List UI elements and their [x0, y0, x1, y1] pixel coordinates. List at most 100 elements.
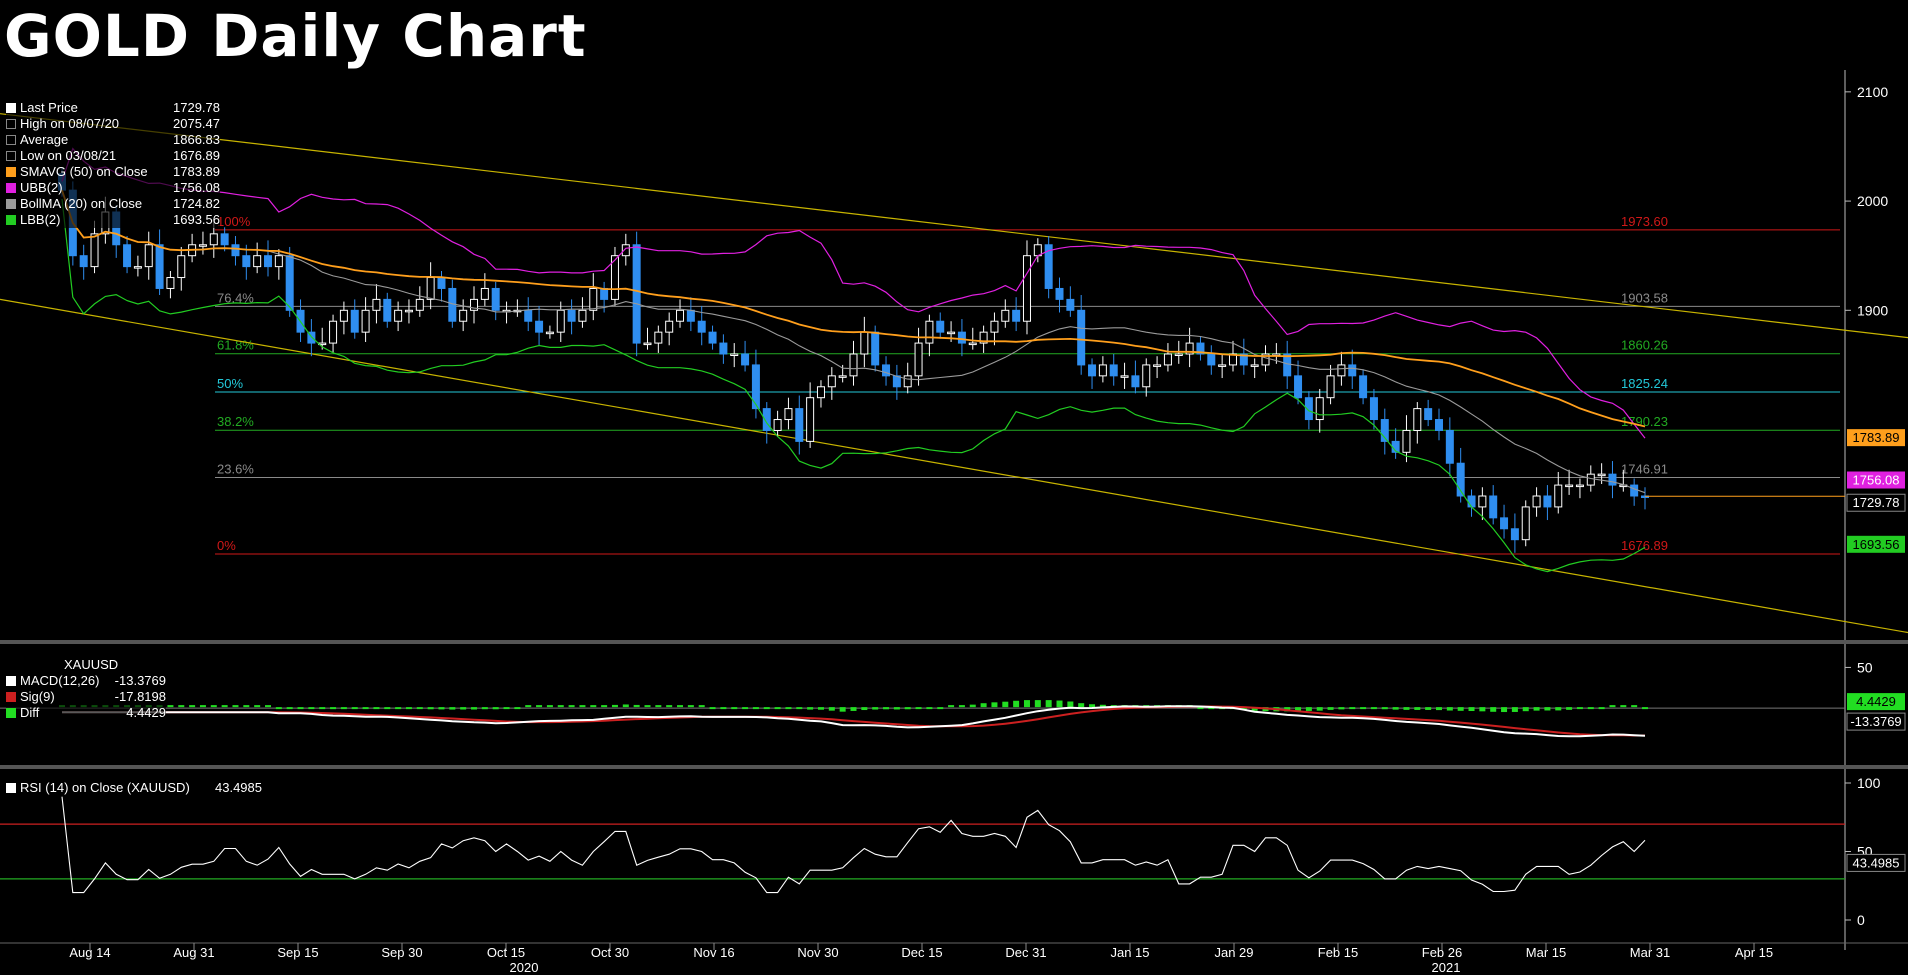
candle-body — [90, 233, 99, 268]
candle-body — [383, 298, 392, 322]
macd-diff-bar — [525, 705, 532, 708]
badge-bg — [1846, 712, 1906, 731]
macd-diff-bar — [254, 705, 261, 708]
macd-diff-bar — [557, 705, 564, 708]
year-label: 2020 — [510, 960, 539, 975]
rsi-legend-value: 43.4985 — [215, 780, 262, 795]
main-legend-value: 1676.89 — [173, 148, 220, 163]
macd-diff-bar — [633, 704, 640, 708]
candle-body — [1402, 429, 1411, 453]
main-legend-label: BollMA (20) on Close — [20, 196, 143, 211]
candle-body — [1174, 353, 1183, 356]
candle-body — [1424, 408, 1433, 421]
macd-diff-bar — [828, 707, 835, 711]
candle-body — [1077, 309, 1086, 366]
macd-diff-bar — [1446, 707, 1453, 711]
macd-diff-bar — [720, 707, 727, 710]
macd-diff-bar — [698, 705, 705, 708]
candle-body — [491, 287, 500, 311]
macd-diff-bar — [742, 707, 749, 710]
candle-body — [220, 233, 229, 246]
candle-body — [578, 309, 587, 322]
x-tick-label: Aug 31 — [173, 945, 214, 960]
macd-diff-bar — [590, 705, 597, 708]
candle-body — [480, 287, 489, 300]
macd-diff-bar — [644, 705, 651, 708]
rsi-badge: 43.4985 — [1846, 853, 1906, 872]
legend-swatch — [6, 783, 16, 793]
macd-diff-bar — [438, 707, 445, 710]
macd-y-tick-label: 50 — [1857, 659, 1873, 675]
candle-body — [274, 255, 283, 268]
macd-diff-bar — [395, 707, 402, 710]
macd-diff-bar — [872, 707, 879, 710]
macd-diff-bar — [1522, 707, 1529, 712]
candle-body — [1012, 309, 1021, 322]
candle-body — [545, 331, 554, 335]
main-legend-row: Average 1866.83 — [6, 132, 220, 148]
macd-diff-bar — [351, 707, 358, 710]
macd-diff-bar — [503, 707, 510, 710]
macd-legend-value: -17.8198 — [114, 689, 166, 704]
main-legend-value: 1693.56 — [173, 212, 220, 227]
candle-body — [979, 331, 988, 344]
main-legend-label: LBB(2) — [20, 212, 61, 227]
badge-bg — [1847, 693, 1905, 711]
macd-diff-bar — [1013, 700, 1020, 708]
lbb-line — [61, 198, 1646, 573]
x-tick-label: Dec 31 — [1005, 945, 1046, 960]
candle-body — [1565, 484, 1574, 488]
macd-diff-bar — [1425, 707, 1432, 710]
candle-body — [762, 408, 771, 431]
main-legend-label: UBB(2) — [20, 180, 63, 195]
macd-diff-bar — [1338, 707, 1345, 710]
macd-diff-bar — [980, 703, 987, 708]
candle-body — [1456, 462, 1465, 497]
candle-body — [1359, 375, 1368, 399]
candle-body — [827, 375, 836, 388]
candle-body — [1098, 364, 1107, 377]
macd-diff-bar — [1045, 700, 1052, 708]
legend-swatch — [6, 135, 16, 145]
macd-diff-bar — [1370, 707, 1377, 710]
main-legend-label: Average — [20, 132, 69, 147]
candle-body — [1348, 364, 1357, 377]
candle-body — [1131, 375, 1140, 388]
main-legend-row: Low on 03/08/21 1676.89 — [6, 148, 220, 164]
legend-swatch — [6, 183, 16, 193]
macd-diff-bar — [1501, 707, 1508, 713]
main-legend-value: 2075.47 — [173, 116, 220, 131]
main-legend-label: High on 08/07/20 — [20, 116, 120, 131]
macd-diff-bar — [330, 707, 337, 710]
macd-diff-bar — [709, 707, 716, 710]
x-tick-label: Oct 15 — [487, 945, 525, 960]
main-legend-value: 1756.08 — [173, 180, 220, 195]
macd-diff-bar — [1360, 707, 1367, 710]
macd-diff-bar — [958, 705, 965, 708]
macd-diff-bar — [308, 707, 315, 710]
badge-bg — [1846, 493, 1906, 512]
candle-body — [968, 342, 977, 346]
macd-diff-bar — [1468, 707, 1475, 712]
macd-diff-bar — [1240, 707, 1247, 710]
candle-body — [253, 255, 262, 268]
rsi-y-tick-label: 0 — [1857, 912, 1865, 928]
macd-diff-bar — [167, 705, 174, 708]
candle-body — [1109, 364, 1118, 377]
macd-diff-bar — [1620, 705, 1627, 708]
candle-body — [1294, 375, 1303, 399]
macd-diff-bar — [1587, 707, 1594, 710]
candle-body — [1554, 484, 1563, 508]
x-tick-label: Jan 29 — [1214, 945, 1253, 960]
macd-diff-bar — [546, 705, 553, 708]
candle-body — [1055, 287, 1064, 300]
panel-divider — [0, 765, 1908, 769]
candle-body — [1283, 353, 1292, 377]
macd-diff-bar — [1555, 707, 1562, 711]
candle-body — [1445, 429, 1454, 464]
macd-diff-bar — [731, 707, 738, 710]
macd-legend-value: 4.4429 — [126, 705, 166, 720]
macd-diff-bar — [340, 707, 347, 710]
macd-diff-bar — [850, 707, 857, 711]
candle-body — [1185, 342, 1194, 355]
